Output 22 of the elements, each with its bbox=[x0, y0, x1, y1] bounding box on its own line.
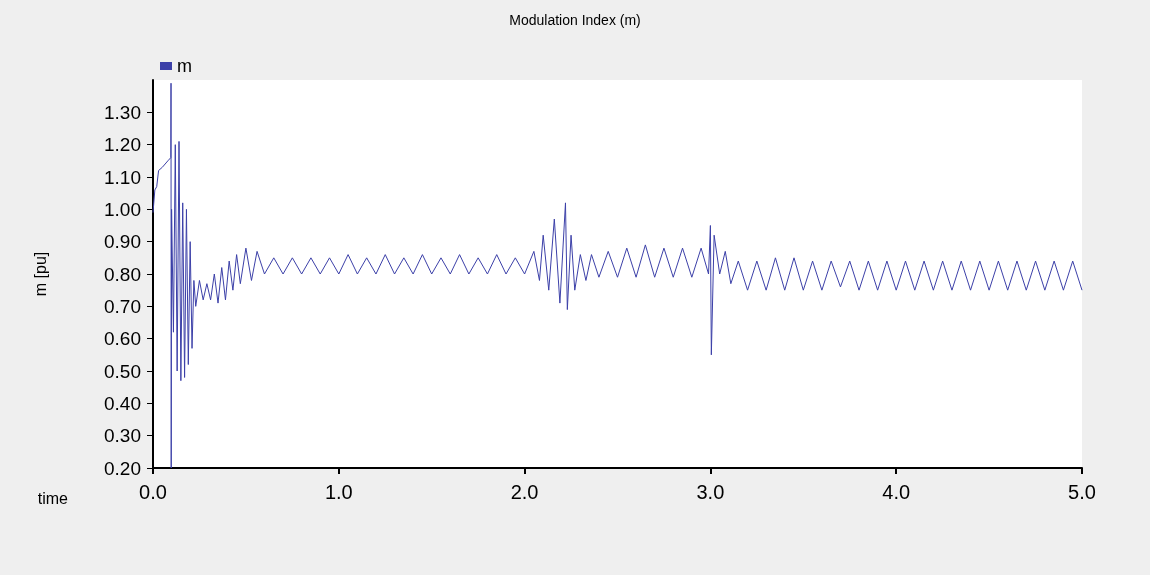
y-tick-label: 1.20 bbox=[104, 134, 141, 156]
legend-label: m bbox=[177, 56, 192, 76]
x-tick-label: 2.0 bbox=[510, 481, 539, 503]
y-tick-label: 1.00 bbox=[104, 198, 141, 220]
x-axis-title: time bbox=[37, 489, 69, 507]
y-tick-label: 0.20 bbox=[104, 457, 141, 479]
chart-title: Modulation Index (m) bbox=[509, 12, 641, 28]
y-tick-label: 0.40 bbox=[104, 392, 141, 414]
x-tick-label: 0.0 bbox=[139, 481, 167, 503]
y-axis-title: m [pu] bbox=[31, 251, 49, 297]
x-tick-label: 4.0 bbox=[882, 481, 911, 503]
y-tick-label: 1.10 bbox=[104, 166, 141, 188]
y-tick-label: 0.90 bbox=[104, 231, 141, 253]
y-tick-label: 0.60 bbox=[104, 328, 141, 350]
x-tick-label: 5.0 bbox=[1068, 481, 1096, 503]
x-tick-label: 3.0 bbox=[696, 481, 725, 503]
x-tick-label: 1.0 bbox=[324, 481, 353, 503]
y-tick-label: 1.30 bbox=[104, 101, 141, 123]
y-tick-label: 0.30 bbox=[104, 425, 141, 447]
y-tick-label: 0.50 bbox=[104, 360, 141, 382]
y-tick-label: 0.80 bbox=[104, 263, 141, 285]
y-tick-label: 0.70 bbox=[104, 295, 141, 317]
